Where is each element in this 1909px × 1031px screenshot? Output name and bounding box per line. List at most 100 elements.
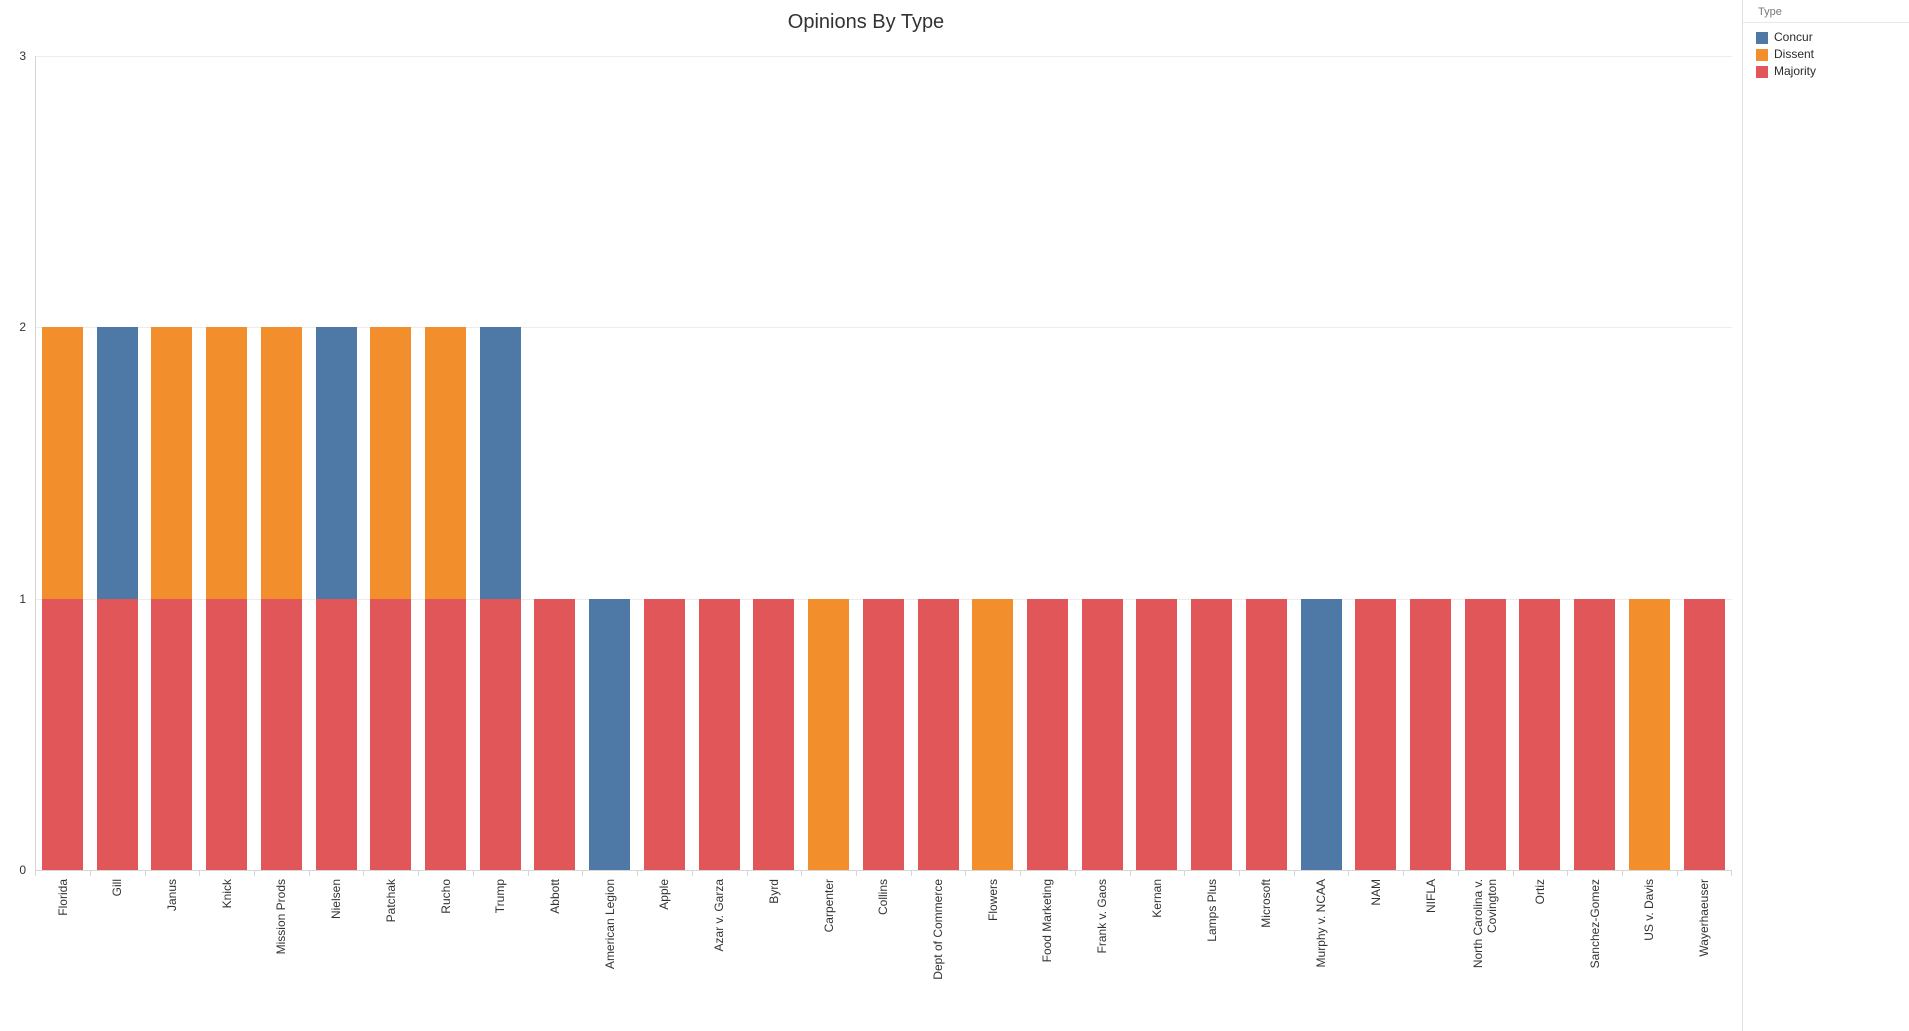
x-axis-label[interactable]: Collins — [876, 879, 890, 916]
bar-segment[interactable] — [480, 599, 521, 870]
bar-segment[interactable] — [206, 327, 247, 599]
legend-swatch — [1756, 48, 1768, 61]
bar-segment[interactable] — [534, 599, 575, 870]
x-axis-label[interactable]: Carpenter — [822, 879, 836, 933]
axis-tick — [1294, 870, 1295, 876]
x-axis-label[interactable]: Janus — [165, 879, 179, 912]
legend-items: Concur Dissent Majority — [1743, 23, 1909, 80]
axis-tick — [1567, 870, 1568, 876]
axis-tick — [1458, 870, 1459, 876]
bar-segment[interactable] — [480, 327, 521, 599]
bar-segment[interactable] — [699, 599, 740, 870]
legend-swatch — [1756, 31, 1768, 44]
x-axis-label[interactable]: Trump — [493, 879, 507, 914]
bar-segment[interactable] — [972, 599, 1013, 870]
bar-segment[interactable] — [863, 599, 904, 870]
bar-segment[interactable] — [589, 599, 630, 870]
bar-segment[interactable] — [1191, 599, 1232, 870]
bar-segment[interactable] — [1082, 599, 1123, 870]
x-axis-label[interactable]: Abbott — [548, 879, 562, 914]
x-axis-label[interactable]: NAM — [1369, 879, 1383, 906]
x-axis-label[interactable]: Patchak — [384, 879, 398, 923]
bar-segment[interactable] — [425, 599, 466, 870]
bar-segment[interactable] — [1629, 599, 1670, 870]
bar-segment[interactable] — [644, 599, 685, 870]
bar-segment[interactable] — [1355, 599, 1396, 870]
x-axis-label[interactable]: Flowers — [986, 879, 1000, 922]
bar-segment[interactable] — [370, 327, 411, 599]
bar-segment[interactable] — [1246, 599, 1287, 870]
x-axis-label[interactable]: Rucho — [439, 879, 453, 914]
bar-segment[interactable] — [808, 599, 849, 870]
axis-tick — [35, 870, 36, 876]
x-axis-label[interactable]: Nielsen — [329, 879, 343, 920]
legend-item-majority[interactable]: Majority — [1756, 63, 1909, 80]
legend-title: Type — [1743, 0, 1909, 23]
axis-tick — [692, 870, 693, 876]
x-axis-label[interactable]: Wayerhaeuser — [1697, 879, 1711, 957]
bar-segment[interactable] — [370, 599, 411, 870]
bar-segment[interactable] — [151, 327, 192, 599]
axis-tick — [747, 870, 748, 876]
bar-segment[interactable] — [1519, 599, 1560, 870]
bar-segment[interactable] — [42, 599, 83, 870]
legend-item-concur[interactable]: Concur — [1756, 29, 1909, 46]
legend-item-dissent[interactable]: Dissent — [1756, 46, 1909, 63]
bar-segment[interactable] — [1574, 599, 1615, 870]
x-axis-label[interactable]: Murphy v. NCAA — [1314, 879, 1328, 968]
x-axis-label[interactable]: Frank v. Gaos — [1095, 879, 1109, 954]
x-axis-label[interactable]: Knick — [220, 879, 234, 909]
bar-segment[interactable] — [425, 327, 466, 599]
axis-tick — [199, 870, 200, 876]
axis-tick — [1403, 870, 1404, 876]
bar-segment[interactable] — [1301, 599, 1342, 870]
bar-segment[interactable] — [97, 599, 138, 870]
x-axis-label[interactable]: Microsoft — [1259, 879, 1273, 928]
bar-segment[interactable] — [1027, 599, 1068, 870]
x-axis-label[interactable]: NIFLA — [1424, 879, 1438, 914]
axis-tick — [473, 870, 474, 876]
bar-segment[interactable] — [42, 327, 83, 599]
bar-segment[interactable] — [1136, 599, 1177, 870]
axis-tick — [856, 870, 857, 876]
x-axis-label[interactable]: Ortiz — [1533, 879, 1547, 905]
x-axis-label[interactable]: Lamps Plus — [1205, 879, 1219, 942]
axis-tick — [254, 870, 255, 876]
legend-panel: Type Concur Dissent Majority — [1742, 0, 1909, 1031]
bar-segment[interactable] — [97, 327, 138, 599]
bar-segment[interactable] — [206, 599, 247, 870]
x-axis-label[interactable]: US v. Davis — [1642, 879, 1656, 941]
x-axis-label[interactable]: Mission Prods — [274, 879, 288, 955]
x-axis-label[interactable]: North Carolina v. Covington — [1471, 879, 1499, 969]
axis-tick — [801, 870, 802, 876]
bar-segment[interactable] — [261, 327, 302, 599]
x-axis-label[interactable]: Food Marketing — [1040, 879, 1054, 963]
bar-segment[interactable] — [151, 599, 192, 870]
bar-segment[interactable] — [1684, 599, 1725, 870]
axis-tick — [582, 870, 583, 876]
y-axis-label: 1 — [19, 592, 26, 606]
y-axis-line — [35, 56, 36, 876]
axis-tick — [90, 870, 91, 876]
axis-tick — [145, 870, 146, 876]
bar-segment[interactable] — [316, 327, 357, 599]
bar-segment[interactable] — [1410, 599, 1451, 870]
x-axis-label[interactable]: Sanchez-Gomez — [1588, 879, 1602, 969]
x-axis-label[interactable]: Kernan — [1150, 879, 1164, 918]
chart-title: Opinions By Type — [787, 11, 945, 33]
bar-segment[interactable] — [316, 599, 357, 870]
bar-segment[interactable] — [261, 599, 302, 870]
x-axis-label[interactable]: Florida — [56, 879, 70, 916]
x-axis-label[interactable]: Byrd — [767, 879, 781, 904]
legend-swatch — [1756, 65, 1768, 78]
x-axis-label[interactable]: Azar v. Garza — [712, 879, 726, 952]
bar-segment[interactable] — [918, 599, 959, 870]
axis-tick — [1513, 870, 1514, 876]
bar-segment[interactable] — [1465, 599, 1506, 870]
x-axis-label[interactable]: American Legion — [603, 879, 617, 970]
x-axis-label[interactable]: Apple — [657, 879, 671, 910]
x-axis-label[interactable]: Gill — [110, 879, 124, 897]
legend-item-label: Majority — [1774, 64, 1817, 78]
x-axis-label[interactable]: Dept of Commerce — [931, 879, 945, 980]
bar-segment[interactable] — [753, 599, 794, 870]
